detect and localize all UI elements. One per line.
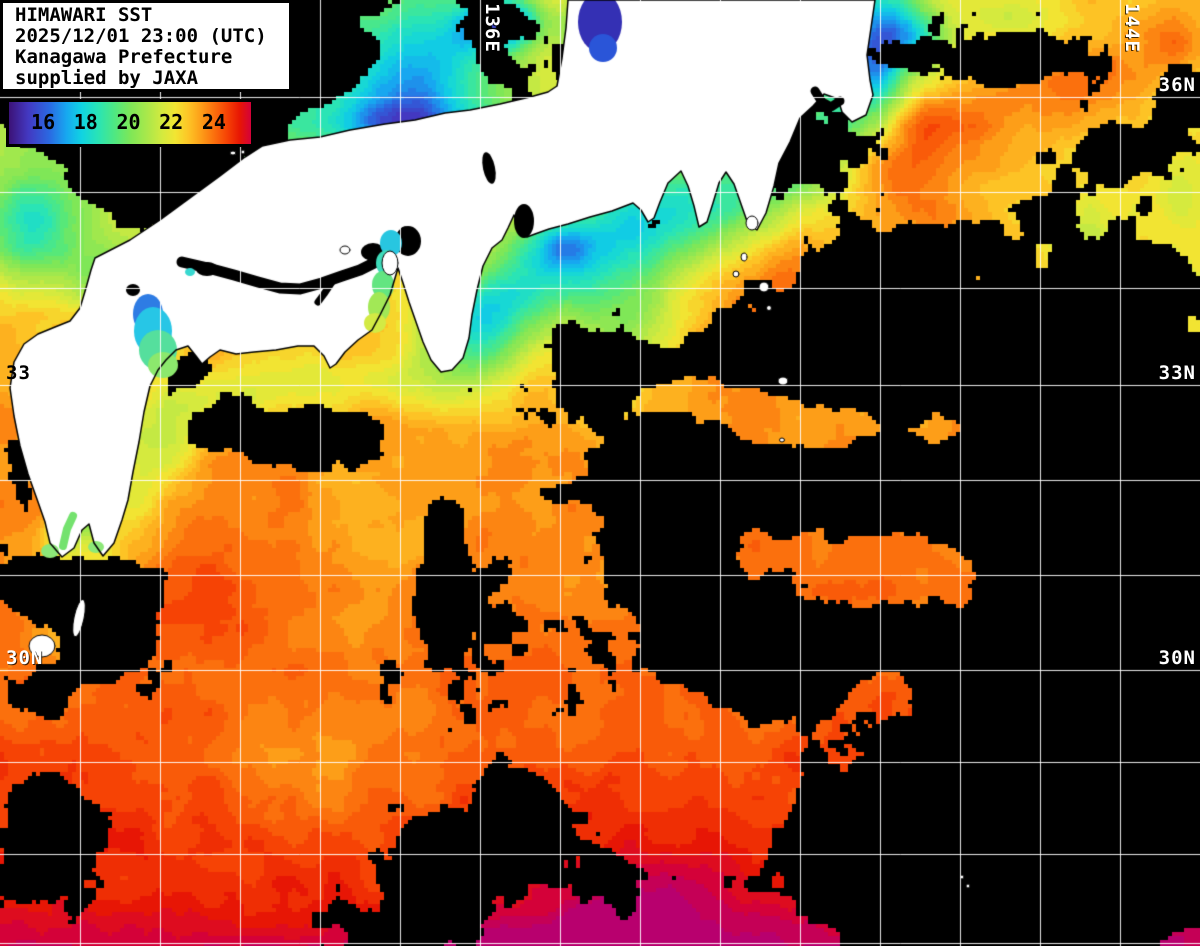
info-source: supplied by JAXA (15, 67, 199, 89)
lon-label-136E: 136E (481, 3, 503, 53)
info-datetime: 2025/12/01 23:00 (UTC) (15, 25, 267, 47)
info-region: Kanagawa Prefecture (15, 46, 233, 68)
colorbar-tick-20: 20 (116, 110, 141, 134)
info-title: HIMAWARI SST (15, 4, 153, 26)
lat-label-33-left: 33 (6, 362, 31, 384)
colorbar-tick-22: 22 (159, 110, 184, 134)
colorbar-tick-18: 18 (73, 110, 98, 134)
lat-label-30N-right: 30N (1158, 647, 1196, 669)
colorbar-tick-16: 16 (31, 110, 56, 134)
lon-label-144E: 144E (1121, 3, 1143, 53)
info-box: HIMAWARI SST 2025/12/01 23:00 (UTC) Kana… (0, 0, 292, 92)
colorbar-tick-24: 24 (201, 110, 226, 134)
lat-label-30N-left: 30N (6, 647, 44, 669)
lat-label-36N-right: 36N (1158, 74, 1196, 96)
colorbar: 16 18 20 22 24 (6, 99, 254, 147)
lat-label-33N-right: 33N (1158, 362, 1196, 384)
